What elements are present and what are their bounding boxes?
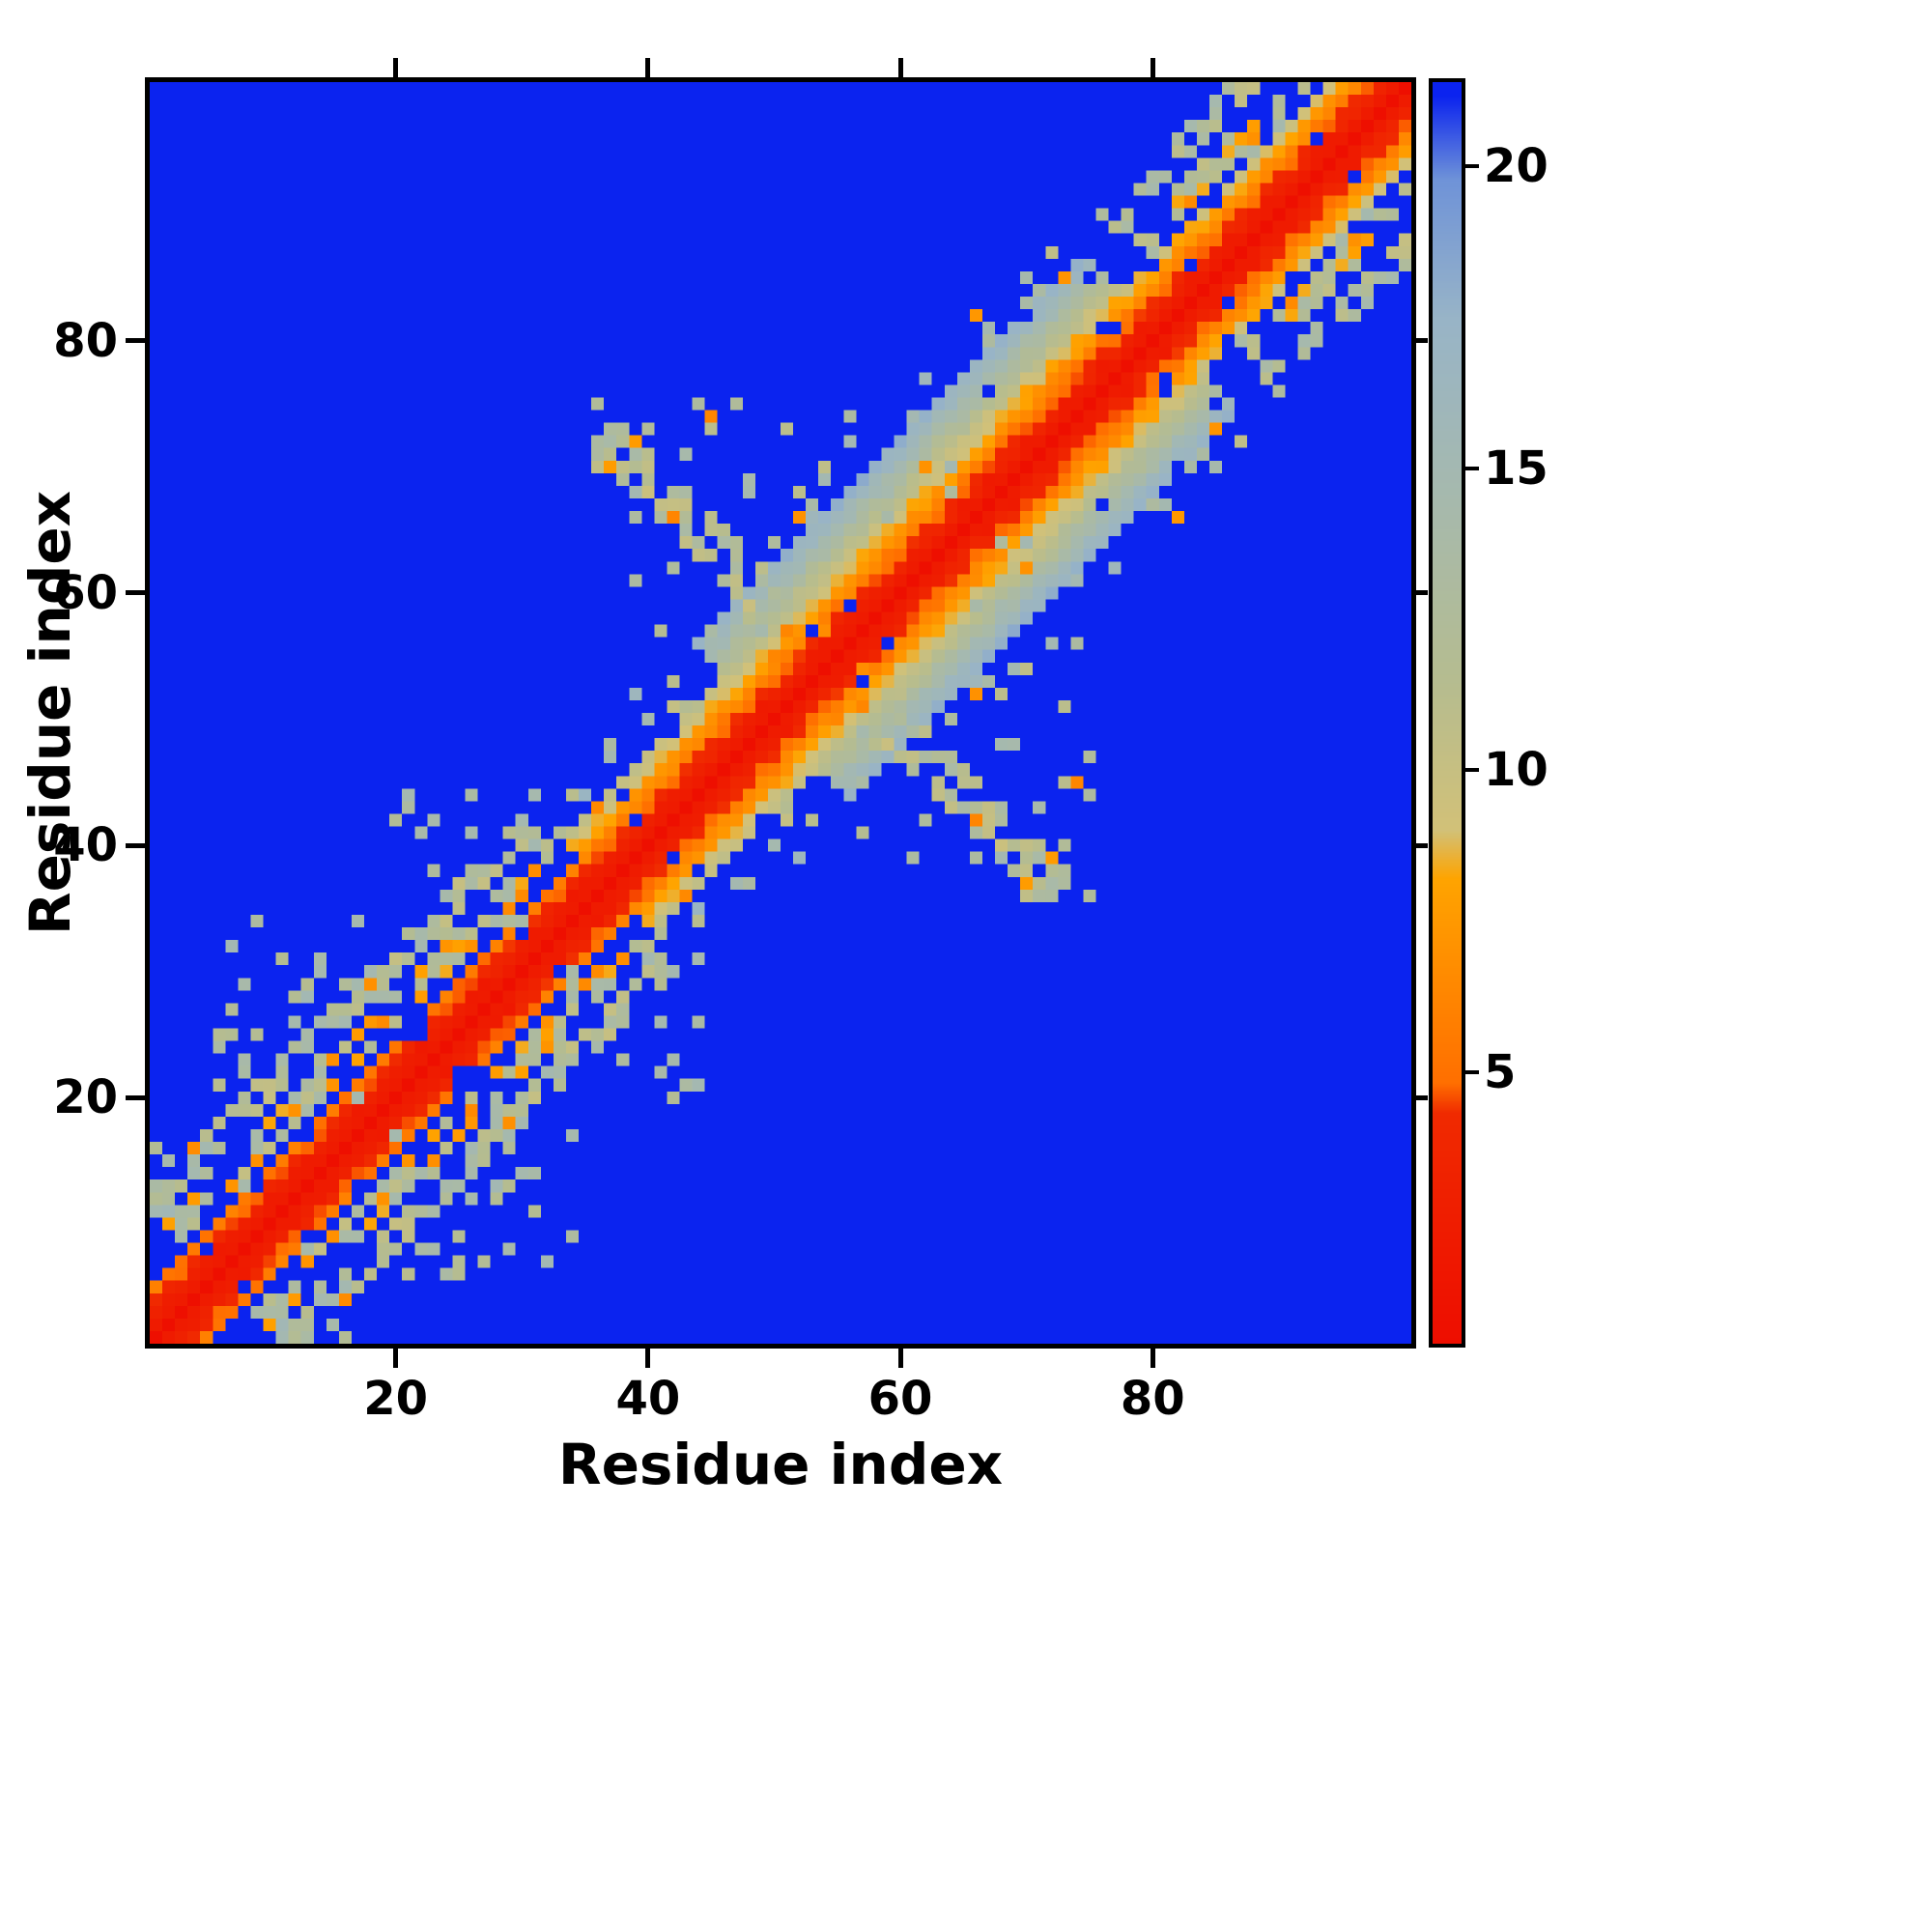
colorbar-tick: [1465, 1069, 1479, 1074]
colorbar-tick-label: 10: [1484, 743, 1548, 798]
x-axis-top-tick: [393, 58, 399, 77]
x-tick-label: 20: [363, 1372, 429, 1426]
x-tick-label: 40: [615, 1372, 681, 1426]
y-axis-tick: [126, 1094, 145, 1100]
x-axis-top-tick: [897, 58, 903, 77]
x-axis-label: Residue index: [557, 1432, 1004, 1497]
heatmap-canvas: [150, 82, 1411, 1344]
colorbar-tick-label: 20: [1484, 139, 1548, 194]
y-axis-tick: [126, 842, 145, 848]
y-tick-label: 60: [53, 565, 118, 620]
y-axis-right-tick: [1416, 590, 1428, 596]
colorbar-tick: [1465, 466, 1479, 470]
x-axis-tick: [393, 1349, 399, 1368]
y-tick-label: 40: [53, 818, 118, 873]
colorbar-tick-label: 5: [1484, 1044, 1517, 1099]
y-axis-right-tick: [1416, 842, 1428, 848]
y-tick-label: 80: [53, 313, 118, 368]
y-tick-label: 20: [53, 1070, 118, 1125]
y-axis-tick: [126, 590, 145, 596]
y-axis-tick: [126, 338, 145, 344]
x-axis-top-tick: [645, 58, 651, 77]
x-axis-tick: [1150, 1349, 1155, 1368]
x-axis-tick: [897, 1349, 903, 1368]
colorbar-tick-label: 15: [1484, 440, 1548, 496]
x-axis-tick: [645, 1349, 651, 1368]
colorbar-tick: [1465, 164, 1479, 169]
x-axis-top-tick: [1150, 58, 1155, 77]
x-tick-label: 60: [867, 1372, 933, 1426]
y-axis-right-tick: [1416, 338, 1428, 344]
x-tick-label: 80: [1120, 1372, 1185, 1426]
colorbar-tick: [1465, 768, 1479, 773]
colorbar-canvas: [1433, 82, 1462, 1344]
y-axis-right-tick: [1416, 1094, 1428, 1100]
